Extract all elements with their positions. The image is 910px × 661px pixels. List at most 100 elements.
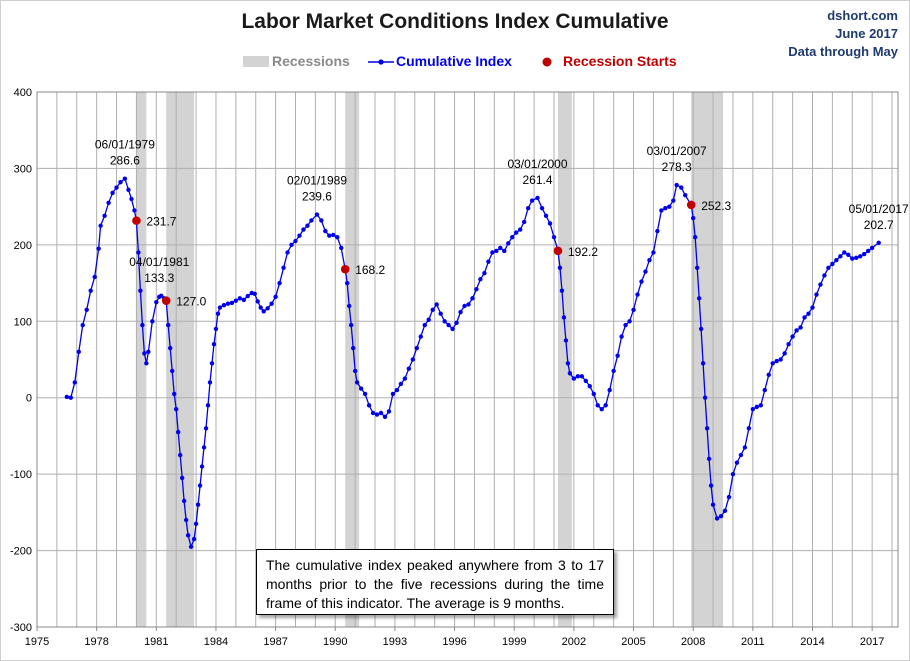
data-point — [565, 361, 571, 366]
data-point — [539, 205, 545, 211]
recession-start-label: 192.2 — [568, 245, 598, 259]
data-point — [354, 380, 360, 385]
data-point — [814, 292, 819, 297]
data-point — [172, 391, 177, 397]
recession-start-marker — [161, 296, 171, 305]
x-tick-label: 1993 — [383, 636, 407, 648]
y-tick-label: -100 — [10, 469, 32, 481]
data-point — [245, 293, 250, 299]
data-point — [406, 366, 412, 371]
data-point — [478, 277, 483, 282]
x-tick-label: 2014 — [800, 636, 824, 648]
data-point — [92, 274, 97, 280]
source-label: dshort.com — [827, 8, 898, 23]
data-point — [869, 245, 875, 251]
data-point — [122, 176, 128, 181]
data-point — [742, 445, 748, 450]
x-tick-label: 2017 — [860, 636, 884, 648]
legend-start-swatch — [542, 57, 552, 67]
data-point — [674, 182, 679, 188]
data-point — [390, 391, 396, 397]
data-point — [834, 257, 839, 263]
data-point — [603, 403, 608, 408]
data-point — [314, 212, 320, 217]
data-point — [142, 351, 147, 356]
data-point — [579, 374, 585, 379]
data-point — [277, 280, 282, 286]
data-point — [490, 250, 495, 255]
data-point — [627, 319, 632, 324]
annotation-date: 03/01/2000 — [507, 157, 567, 171]
recession-start-marker — [340, 264, 350, 274]
data-point — [344, 280, 350, 286]
data-point — [410, 357, 416, 362]
annotation-date: 04/01/1981 — [129, 255, 189, 269]
data-point — [647, 257, 652, 263]
legend-line-swatch — [368, 59, 394, 65]
data-point — [166, 322, 171, 328]
data-point — [766, 372, 771, 377]
data-point — [378, 410, 384, 416]
data-point — [241, 297, 246, 303]
data-point — [138, 288, 143, 293]
data-point — [583, 378, 589, 384]
data-point — [692, 235, 698, 240]
data-point — [514, 230, 519, 235]
data-point — [599, 406, 604, 412]
recession-start-marker — [132, 216, 141, 225]
data-point — [786, 342, 791, 347]
data-point — [778, 357, 783, 362]
data-point — [126, 187, 131, 193]
data-point — [252, 291, 257, 296]
recession-start-marker — [553, 246, 563, 256]
annotation-value: 278.3 — [662, 160, 692, 174]
data-point — [136, 250, 141, 255]
x-tick-label: 1990 — [323, 636, 347, 648]
data-point — [64, 394, 70, 400]
y-tick-label: 100 — [14, 316, 32, 328]
data-point — [181, 498, 187, 504]
data-point — [386, 409, 392, 414]
data-point — [470, 296, 475, 301]
data-point — [850, 256, 855, 261]
data-point — [438, 311, 443, 316]
data-point — [281, 265, 286, 270]
data-point — [258, 305, 263, 310]
data-point — [199, 464, 205, 469]
data-point — [706, 456, 712, 462]
data-point — [506, 241, 511, 246]
data-point — [643, 269, 648, 274]
recession-band-2 — [345, 92, 360, 627]
data-point — [175, 429, 181, 435]
data-point — [510, 235, 515, 240]
data-point — [98, 223, 103, 228]
recession-start-label: 252.3 — [701, 199, 731, 213]
data-point — [394, 387, 400, 393]
data-point — [418, 334, 423, 339]
y-tick-label: -200 — [10, 546, 32, 558]
x-tick-label: 1999 — [502, 636, 526, 648]
data-point — [362, 391, 368, 397]
data-point — [188, 544, 194, 549]
data-point — [865, 248, 871, 254]
data-point — [704, 426, 710, 431]
data-point — [434, 302, 439, 307]
data-point — [738, 452, 744, 458]
data-point — [150, 319, 155, 324]
data-point — [826, 265, 831, 270]
data-point — [229, 300, 235, 306]
data-point — [615, 353, 620, 358]
data-point — [557, 265, 563, 270]
data-point — [482, 270, 487, 276]
data-through-label: Data through May — [788, 44, 898, 59]
data-point — [587, 384, 592, 389]
data-point — [535, 195, 540, 201]
data-point — [114, 185, 119, 190]
data-point — [237, 296, 243, 301]
data-point — [718, 513, 724, 519]
data-point — [651, 250, 656, 255]
data-point — [154, 299, 159, 305]
data-point — [722, 508, 728, 514]
data-point — [551, 235, 557, 240]
data-point — [96, 246, 101, 251]
